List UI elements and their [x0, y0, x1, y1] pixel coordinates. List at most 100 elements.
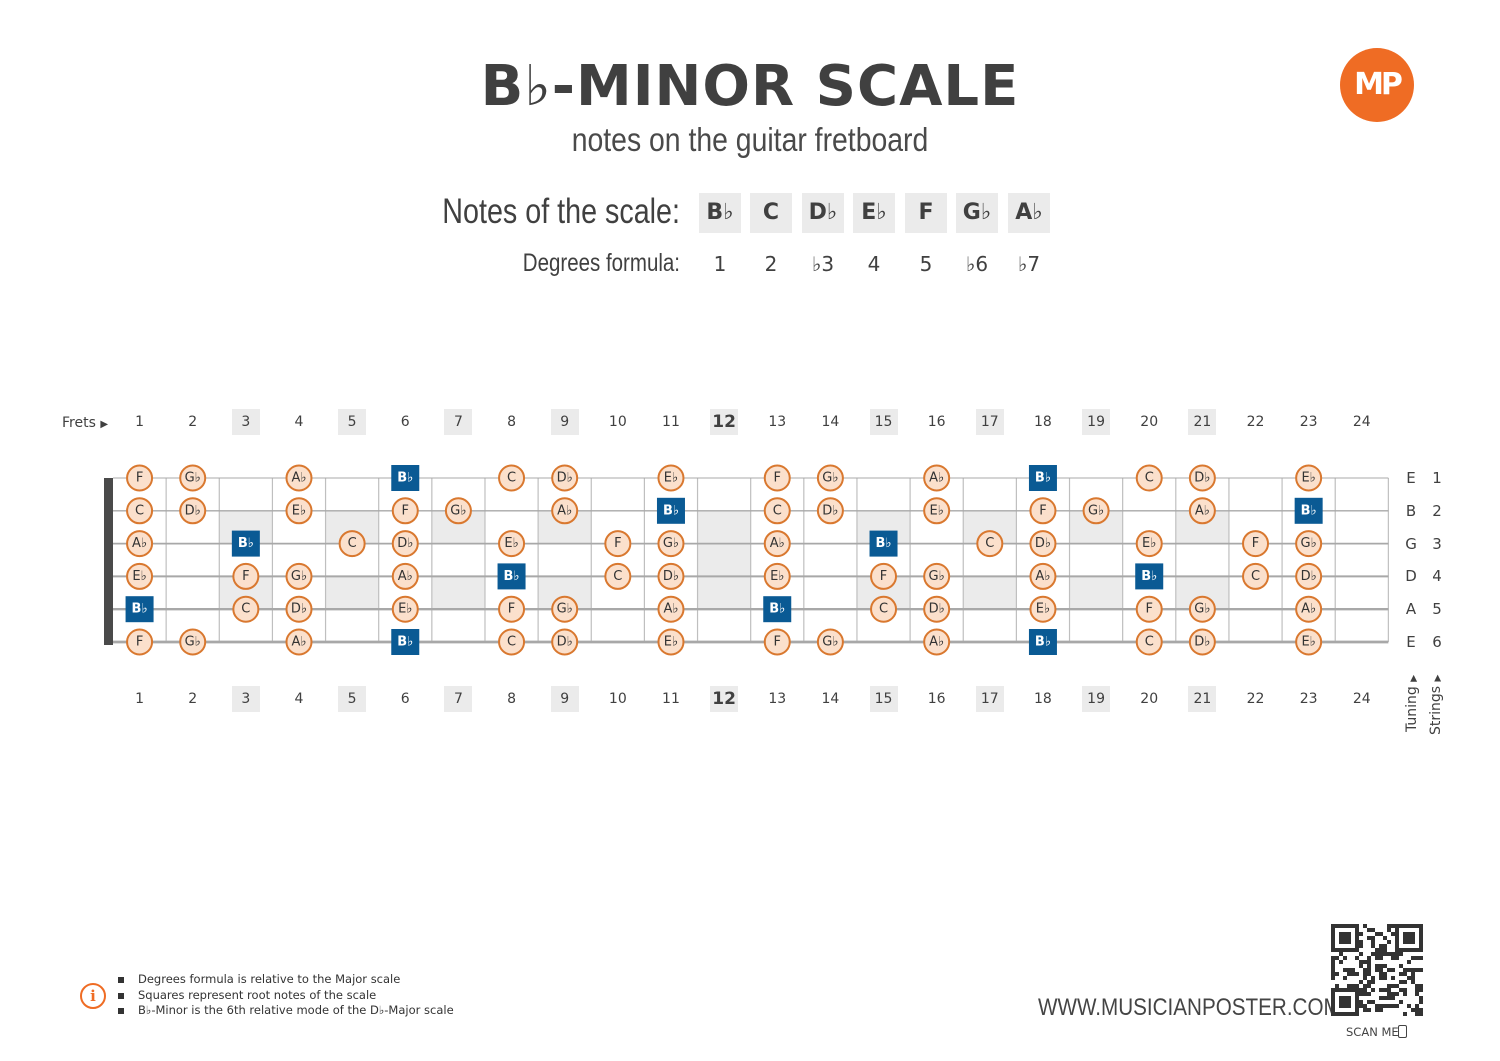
fret-number: 24 [1352, 691, 1371, 707]
note-circle [1295, 595, 1323, 623]
triangle-right-icon: ▶ [100, 419, 109, 430]
note-label: E♭ [1301, 471, 1315, 486]
note-circle [923, 562, 951, 590]
note-circle [232, 562, 260, 590]
note-circle [1242, 530, 1270, 558]
string-number: 4 [1432, 567, 1442, 586]
fret-number: 17 [975, 686, 1004, 712]
note-label: A♭ [929, 471, 944, 486]
note-circle [179, 464, 207, 492]
tuning-axis-label: Tuning ▶ [1404, 675, 1420, 732]
note-circle [126, 497, 154, 525]
note-label: D♭ [1194, 635, 1210, 650]
note-circle [498, 530, 526, 558]
fret-marker-band [1069, 576, 1123, 610]
frets-label-text: Frets [62, 415, 96, 431]
triangle-up-icon: ▶ [1409, 674, 1419, 682]
note-label: C [1145, 471, 1154, 486]
note-label: A♭ [132, 536, 147, 551]
note-circle [604, 530, 632, 558]
note-circle [285, 628, 313, 656]
note-label: C [135, 503, 144, 518]
fret-number: 1 [135, 414, 145, 430]
triangle-up-icon: ▶ [1433, 674, 1443, 682]
root-note-label: B♭ [663, 503, 679, 518]
string-number: 6 [1432, 633, 1442, 651]
note-circle [551, 628, 579, 656]
strings-axis-label: Strings ▶ [1428, 675, 1444, 735]
fret-number: 7 [444, 686, 473, 712]
note-circle [391, 595, 419, 623]
string-tuning: E [1406, 469, 1416, 487]
note-circle [285, 497, 313, 525]
root-note-label: B♭ [1035, 471, 1051, 486]
note-circle [816, 464, 844, 492]
note-circle [232, 595, 260, 623]
note-label: C [1251, 569, 1260, 584]
note-circle [1135, 530, 1163, 558]
degree-value: ♭6 [965, 252, 989, 276]
note-label: D♭ [397, 536, 413, 551]
string-tuning: D [1405, 567, 1417, 586]
note-label: A♭ [291, 635, 306, 650]
note-label: E♭ [929, 503, 943, 518]
note-circle [126, 530, 154, 558]
note-circle [285, 562, 313, 590]
fret-number: 12 [710, 686, 739, 712]
string-number: 2 [1432, 501, 1442, 520]
scale-note: B♭ [699, 193, 741, 233]
note-label: C [1145, 635, 1154, 650]
fret-number: 23 [1299, 414, 1318, 430]
note-label: G♭ [291, 569, 307, 584]
note-circle [923, 497, 951, 525]
note-circle [1135, 464, 1163, 492]
note-label: F [242, 569, 249, 584]
note-label: E♭ [664, 635, 678, 650]
scale-note: G♭ [956, 193, 998, 233]
root-note-label: B♭ [397, 471, 413, 486]
note-circle [1188, 497, 1216, 525]
qr-code-icon[interactable] [1330, 923, 1424, 1017]
note-label: E♭ [398, 602, 412, 617]
note-label: C [613, 569, 622, 584]
note-label: G♭ [185, 635, 201, 650]
root-note-label: B♭ [1141, 569, 1157, 584]
fret-number: 23 [1299, 691, 1318, 707]
note-circle [498, 628, 526, 656]
fret-number: 15 [869, 686, 898, 712]
note-circle [1135, 595, 1163, 623]
root-note-square [231, 530, 260, 557]
fret-number: 11 [662, 414, 680, 430]
website-link[interactable]: WWW.MUSICIANPOSTER.COM [1038, 994, 1341, 1021]
string-number: 3 [1432, 534, 1442, 553]
nut [104, 478, 113, 645]
fret-number: 6 [400, 414, 410, 430]
legend-notes: Degrees formula is relative to the Major… [118, 972, 454, 1019]
fret-number: 4 [294, 691, 304, 707]
note-label: F [774, 635, 781, 650]
degree-value: 4 [867, 252, 881, 276]
note-circle [870, 595, 898, 623]
scale-note: F [905, 193, 947, 233]
note-circle [816, 628, 844, 656]
fret-number: 14 [821, 414, 840, 430]
fret-number: 18 [1034, 691, 1052, 707]
root-note-label: B♭ [1301, 503, 1317, 518]
note-label: A♭ [557, 503, 572, 518]
note-label: G♭ [822, 471, 838, 486]
note-circle [1242, 562, 1270, 590]
degree-value: 5 [919, 252, 933, 276]
root-note-square [869, 530, 898, 557]
note-label: E♭ [770, 569, 784, 584]
root-note-square [1135, 563, 1164, 590]
note-circle [551, 595, 579, 623]
root-note-square [763, 596, 792, 623]
musicianposter-logo[interactable]: MP [1340, 48, 1414, 122]
fret-number: 19 [1082, 686, 1111, 712]
note-label: C [507, 635, 516, 650]
fret-marker-band [431, 576, 485, 610]
fret-number: 5 [338, 686, 367, 712]
note-label: D♭ [663, 569, 679, 584]
fret-number: 16 [927, 691, 946, 707]
note-label: E♭ [132, 569, 146, 584]
